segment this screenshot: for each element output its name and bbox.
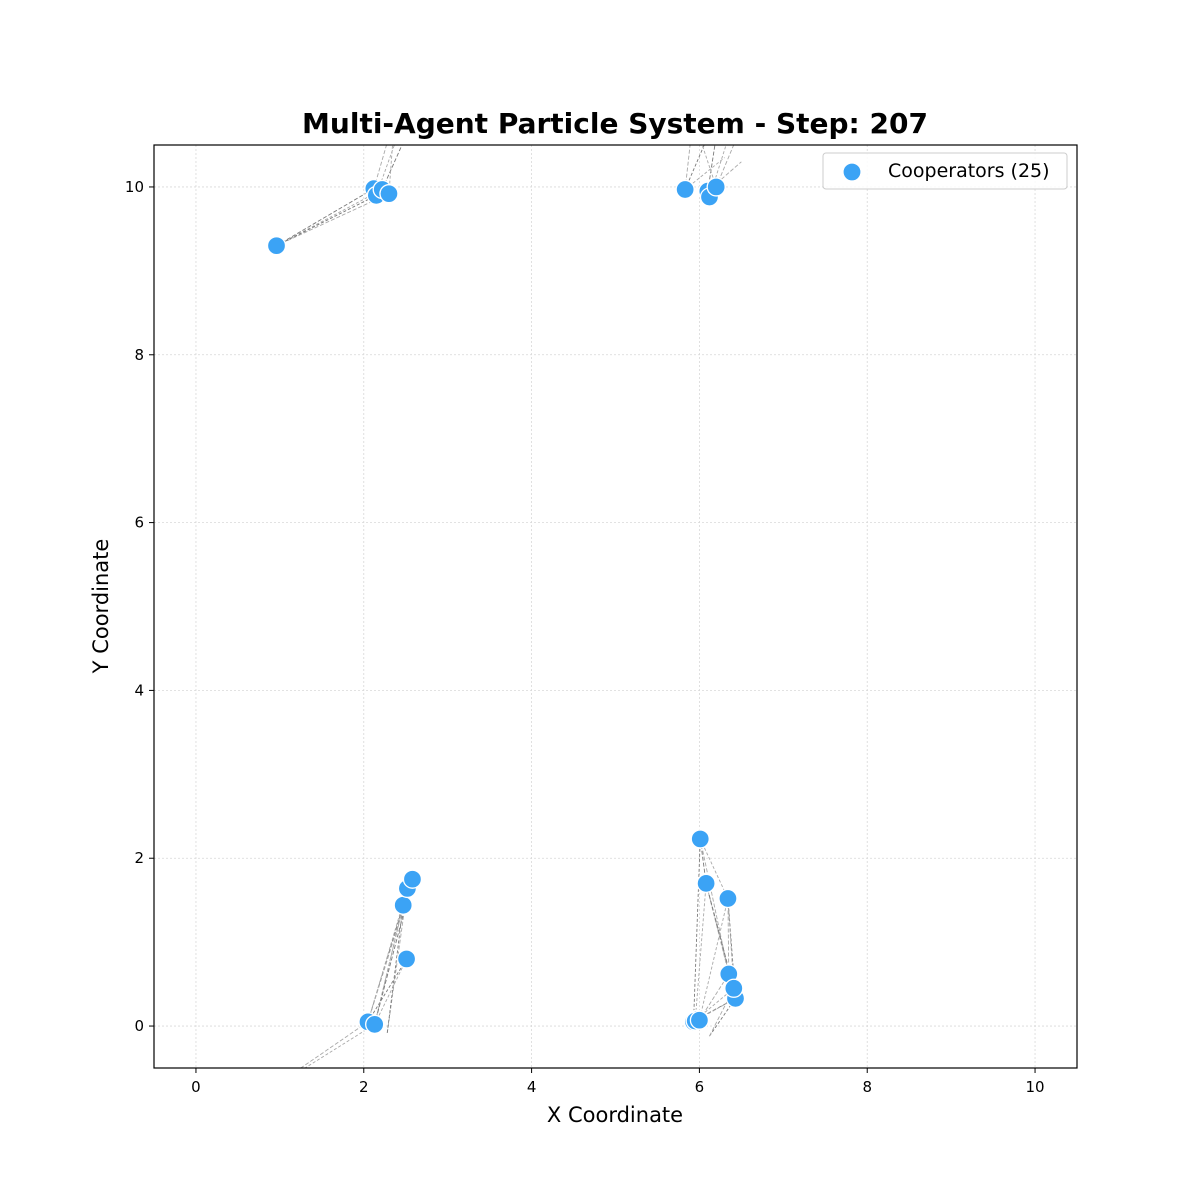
connection-line (709, 998, 736, 1037)
legend-box (822, 152, 1068, 190)
agent-point (402, 869, 423, 889)
agent-point (696, 873, 716, 894)
y-tick-label: 6 (134, 514, 144, 532)
connection-line (699, 838, 730, 975)
data-points (266, 177, 746, 1035)
connection-line (701, 145, 717, 188)
connection-line (276, 188, 375, 247)
connection-line (388, 145, 393, 194)
x-tick-label: 6 (695, 1078, 705, 1096)
connection-line (699, 838, 729, 899)
connection-line (300, 1021, 369, 1068)
y-tick-label: 10 (125, 178, 144, 196)
connection-line (276, 194, 377, 247)
agent-point (379, 184, 399, 204)
y-tick-label: 8 (134, 346, 144, 364)
connection-line (727, 898, 736, 999)
agent-point (690, 829, 710, 849)
chart-title: Multi-Agent Particle System - Step: 207 (302, 107, 928, 140)
x-tick-label: 2 (359, 1078, 369, 1096)
y-tick-label: 4 (134, 681, 144, 699)
y-tick-label: 0 (134, 1017, 144, 1035)
agent-point (718, 888, 738, 909)
x-tick-label: 0 (191, 1078, 201, 1096)
agent-point (675, 179, 695, 200)
agent-point (365, 1014, 385, 1035)
agent-point (396, 949, 417, 969)
connection-line (367, 958, 407, 1023)
x-tick-label: 8 (862, 1078, 872, 1096)
agent-point (706, 177, 726, 197)
connection-line (374, 879, 413, 1025)
agent-point (393, 895, 413, 915)
connection-line (684, 157, 725, 190)
connection-line (694, 883, 707, 1022)
connection-line (386, 905, 404, 1033)
connection-line (727, 898, 730, 975)
y-axis-label: Y Coordinate (89, 539, 113, 675)
connection-line (367, 879, 413, 1022)
axis-ticks: 0 2 4 6 8 10 0 2 4 6 8 10 (125, 178, 1045, 1096)
x-axis-label: X Coordinate (547, 1103, 683, 1127)
legend: Cooperators (25) (822, 152, 1068, 190)
agent-point (689, 1010, 710, 1030)
x-tick-label: 4 (527, 1078, 537, 1096)
connection-lines (276, 145, 742, 1068)
connection-line (374, 958, 407, 1025)
connection-line (693, 838, 701, 1022)
agent-point (724, 978, 744, 998)
legend-label: Cooperators (25) (888, 160, 1050, 182)
agent-point (266, 236, 287, 256)
connection-line (698, 898, 729, 1021)
x-tick-label: 10 (1025, 1078, 1044, 1096)
grid-lines (154, 145, 1077, 1068)
connection-line (304, 1023, 375, 1068)
connection-line (693, 987, 735, 1023)
y-tick-label: 2 (134, 849, 144, 867)
legend-marker (842, 162, 862, 182)
plot-frame (153, 144, 1078, 1069)
